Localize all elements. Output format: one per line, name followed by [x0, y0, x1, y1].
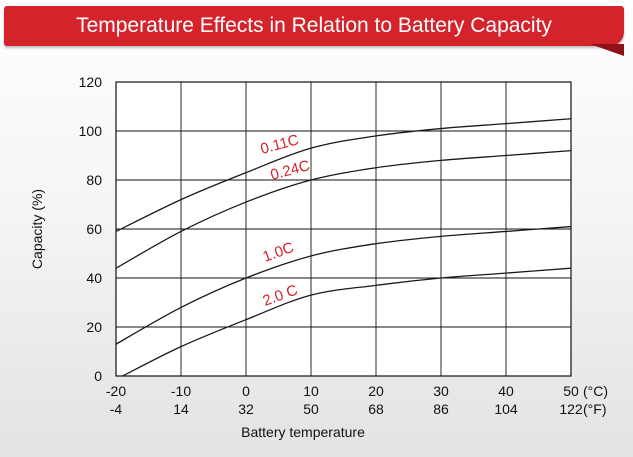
- x-tick-label-celsius: 10: [303, 383, 319, 399]
- x-tick-label-celsius: 30: [433, 383, 449, 399]
- x-tick-label-fahrenheit: 14: [173, 401, 189, 417]
- capacity-curves: [115, 118, 572, 377]
- x-tick-label-celsius: 40: [498, 383, 514, 399]
- y-tick-label: 0: [94, 368, 102, 384]
- x-tick-label-fahrenheit: 104: [494, 401, 518, 417]
- y-axis-label: Capacity (%): [29, 189, 45, 269]
- curve-1-0c: [115, 225, 572, 345]
- x-tick-label-celsius: 20: [368, 383, 384, 399]
- chart-title: Temperature Effects in Relation to Batte…: [76, 14, 552, 37]
- curve-2-0-c: [122, 267, 572, 377]
- x-tick-label-fahrenheit: 86: [433, 401, 449, 417]
- y-tick-label: 80: [86, 172, 102, 188]
- x-unit-fahrenheit: (°F): [583, 401, 606, 417]
- banner-fold: [590, 44, 624, 56]
- x-axis-label: Battery temperature: [241, 424, 365, 440]
- x-tick-label-celsius: -20: [106, 383, 126, 399]
- y-tick-label: 60: [86, 221, 102, 237]
- y-tick-label: 40: [86, 270, 102, 286]
- x-tick-label-fahrenheit: -4: [110, 401, 123, 417]
- tick-labels: 0 20 40 60 80 100 120 -20 -4 -10 14 0 32 10 50 20 68 30 86…: [79, 74, 608, 417]
- x-tick-label-fahrenheit: 50: [303, 401, 319, 417]
- y-tick-label: 100: [79, 123, 103, 139]
- x-tick-label-fahrenheit: 32: [238, 401, 254, 417]
- x-tick-label-fahrenheit: 122: [559, 401, 583, 417]
- y-tick-label: 20: [86, 319, 102, 335]
- x-tick-label-celsius: 50: [563, 383, 579, 399]
- title-banner: Temperature Effects in Relation to Batte…: [4, 6, 624, 46]
- x-tick-label-celsius: 0: [242, 383, 250, 399]
- x-tick-label-fahrenheit: 68: [368, 401, 384, 417]
- curve-0-11c: [115, 118, 572, 233]
- x-tick-label-celsius: -10: [171, 383, 191, 399]
- y-tick-label: 120: [79, 74, 103, 90]
- curve-0-24c: [115, 149, 572, 269]
- grid: [115, 81, 572, 377]
- x-unit-celsius: (°C): [583, 383, 608, 399]
